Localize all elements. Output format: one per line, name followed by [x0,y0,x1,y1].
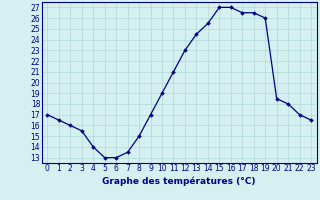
X-axis label: Graphe des températures (°C): Graphe des températures (°C) [102,176,256,186]
